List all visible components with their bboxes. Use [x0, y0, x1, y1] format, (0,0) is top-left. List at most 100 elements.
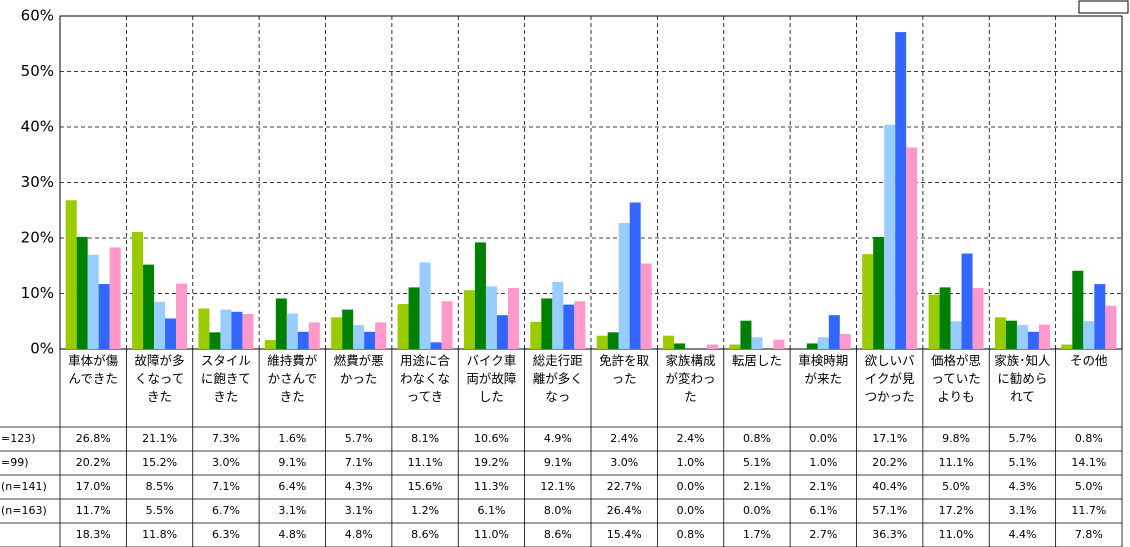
x-tick-label: 維持費がかさんできた: [267, 353, 318, 404]
bar: [242, 314, 254, 349]
bar: [463, 290, 475, 349]
bar: [474, 242, 486, 349]
bar: [563, 304, 575, 349]
data-label: 26.8%: [76, 432, 111, 445]
bar: [839, 334, 851, 349]
data-label: 5.7%: [1008, 432, 1036, 445]
data-label: 10.6%: [474, 432, 509, 445]
bar: [961, 253, 973, 349]
x-tick-label: 家族構成が変わった: [665, 353, 716, 404]
bar: [143, 264, 155, 349]
bar: [817, 337, 829, 349]
data-label: 9.1%: [544, 456, 572, 469]
y-tick-label: 60%: [21, 7, 54, 25]
data-label: 3.1%: [345, 504, 373, 517]
bar: [828, 315, 840, 349]
data-label: 2.1%: [809, 480, 837, 493]
bar: [1094, 284, 1106, 349]
data-label: 4.3%: [1008, 480, 1036, 493]
data-label: 2.1%: [743, 480, 771, 493]
bar: [895, 32, 907, 349]
data-label: 3.1%: [1008, 504, 1036, 517]
data-label: 0.8%: [677, 528, 705, 541]
x-tick-label: 転居した: [731, 353, 782, 368]
data-label: 11.1%: [408, 456, 443, 469]
bar: [496, 315, 508, 349]
x-tick-label: 燃費が悪かった: [333, 353, 384, 386]
y-tick-label: 30%: [21, 173, 54, 191]
bar: [1105, 305, 1117, 349]
bar: [220, 309, 232, 349]
data-label: 0.0%: [677, 504, 705, 517]
data-label: 1.7%: [743, 528, 771, 541]
data-label: 7.1%: [345, 456, 373, 469]
bar: [884, 124, 896, 349]
bar: [331, 317, 343, 349]
data-label: 5.0%: [1075, 480, 1103, 493]
bar: [640, 263, 652, 349]
data-label: 11.0%: [474, 528, 509, 541]
data-label: 5.0%: [942, 480, 970, 493]
bar: [98, 284, 110, 349]
bar: [1061, 344, 1073, 349]
bar: [76, 236, 88, 349]
bar: [165, 318, 177, 349]
bar: [1027, 331, 1039, 349]
data-label: 0.0%: [743, 504, 771, 517]
x-tick-label: その他: [1070, 353, 1108, 368]
data-label: 6.4%: [278, 480, 306, 493]
bar: [419, 262, 431, 349]
bar: [773, 339, 785, 349]
bar: [618, 223, 630, 349]
bar: [596, 335, 608, 349]
bar: [176, 283, 188, 349]
bar: [1072, 270, 1084, 349]
legend-box: [1078, 0, 1129, 14]
bar: [1083, 321, 1095, 349]
y-tick-label: 20%: [21, 229, 54, 247]
bar: [353, 325, 365, 349]
data-label: 12.1%: [540, 480, 575, 493]
bar: [862, 254, 874, 349]
bar: [873, 236, 885, 349]
bar: [87, 254, 99, 349]
data-label: 2.7%: [809, 528, 837, 541]
data-label: 17.2%: [939, 504, 974, 517]
bar: [1038, 324, 1050, 349]
bar: [729, 344, 741, 349]
bar: [275, 298, 287, 349]
data-label: 7.8%: [1075, 528, 1103, 541]
data-label: 4.8%: [278, 528, 306, 541]
bar: [663, 335, 675, 349]
bar: [552, 281, 564, 349]
x-tick-label: 価格が思っていたよりも: [931, 353, 982, 404]
bar: [607, 332, 619, 349]
bar: [286, 313, 298, 349]
data-label: 5.1%: [743, 456, 771, 469]
bar: [707, 344, 719, 349]
bar: [740, 320, 752, 349]
row-label: =123): [1, 432, 36, 445]
data-label: 4.3%: [345, 480, 373, 493]
bar: [950, 321, 962, 349]
bar: [308, 322, 320, 349]
bar: [65, 200, 77, 349]
bar: [364, 331, 376, 349]
data-label: 20.2%: [872, 456, 907, 469]
bar: [264, 340, 276, 349]
data-label: 8.5%: [146, 480, 174, 493]
data-label: 6.7%: [212, 504, 240, 517]
data-label: 3.0%: [610, 456, 638, 469]
bar: [209, 332, 221, 349]
bar: [629, 202, 641, 349]
data-label: 1.0%: [809, 456, 837, 469]
x-tick-label: 総走行距離が多くなっ: [532, 353, 583, 404]
data-label: 7.3%: [212, 432, 240, 445]
x-tick-label: バイク車両が故障した: [466, 353, 517, 404]
data-label: 1.2%: [411, 504, 439, 517]
x-tick-label: 故障が多くなってきた: [134, 353, 185, 404]
bar: [441, 301, 453, 349]
data-label: 1.0%: [677, 456, 705, 469]
bar: [806, 343, 818, 349]
data-label: 15.4%: [607, 528, 642, 541]
